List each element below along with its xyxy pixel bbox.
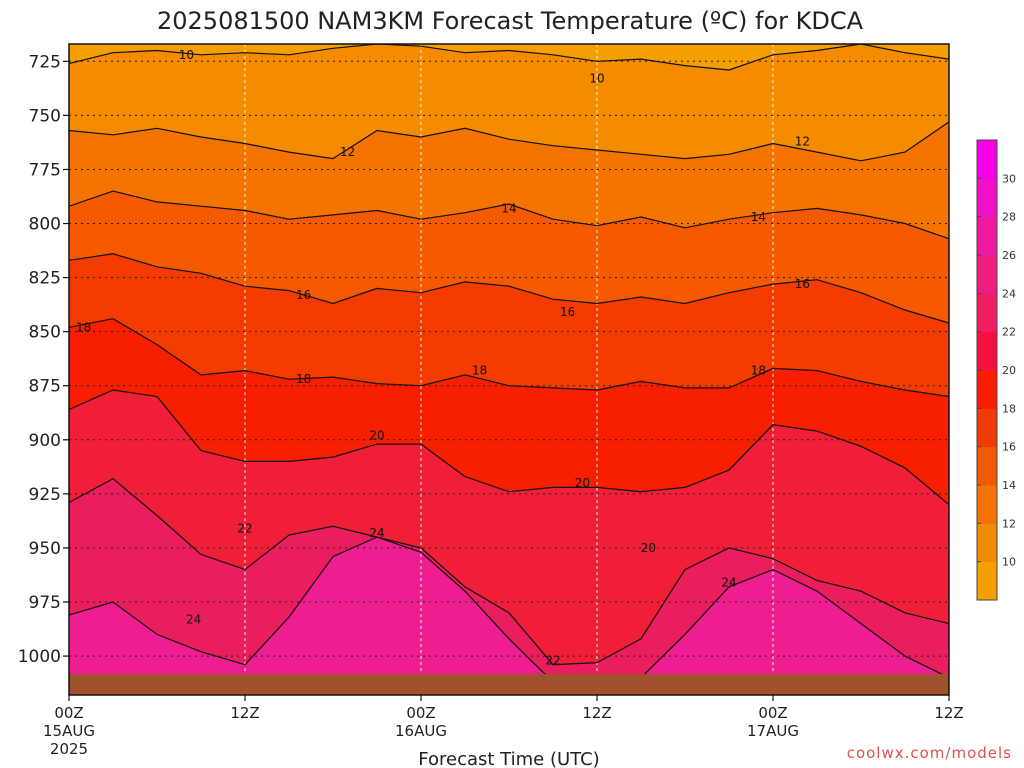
y-tick-label: 850 bbox=[29, 323, 61, 343]
x-tick-date: 15AUG bbox=[43, 722, 95, 740]
y-tick-label: 1000 bbox=[18, 647, 61, 667]
colorbar-label: 22 bbox=[1002, 326, 1016, 339]
colorbar-swatch bbox=[977, 485, 997, 524]
x-tick-label: 12Z bbox=[934, 704, 963, 722]
y-tick-label: 825 bbox=[29, 269, 61, 289]
colorbar-swatch bbox=[977, 216, 997, 256]
isotherm-16 bbox=[69, 253, 949, 324]
credit-text: coolwx.com/models bbox=[847, 744, 1012, 762]
y-tick-label: 900 bbox=[29, 431, 61, 451]
x-axis-label: Forecast Time (UTC) bbox=[418, 749, 599, 768]
y-tick-label: 975 bbox=[29, 593, 61, 613]
contour-label: 18 bbox=[296, 372, 311, 386]
grid-lines bbox=[69, 44, 949, 695]
y-tick-label: 775 bbox=[29, 160, 61, 180]
contour-label: 24 bbox=[369, 526, 384, 540]
plot-frame bbox=[68, 43, 950, 696]
contour-label: 18 bbox=[76, 320, 91, 334]
colorbar-label: 20 bbox=[1002, 364, 1016, 377]
temperature-band bbox=[69, 478, 949, 687]
x-tick-label: 12Z bbox=[230, 704, 259, 722]
isotherm-12 bbox=[69, 121, 949, 162]
contour-label: 16 bbox=[296, 288, 311, 302]
contour-label: 18 bbox=[472, 364, 487, 378]
colorbar-label: 12 bbox=[1002, 517, 1016, 530]
colorbar-swatch bbox=[977, 561, 997, 601]
colorbar-swatch bbox=[977, 331, 997, 371]
contour-label: 20 bbox=[369, 428, 384, 442]
x-tick-label: 12Z bbox=[582, 704, 611, 722]
colorbar-swatch bbox=[977, 178, 997, 218]
x-tick-year: 2025 bbox=[50, 740, 88, 758]
y-tick-label: 925 bbox=[29, 485, 61, 505]
contour-label: 12 bbox=[795, 134, 810, 148]
contour-label: 14 bbox=[501, 201, 516, 215]
temperature-band bbox=[69, 253, 949, 397]
temperature-bands bbox=[69, 44, 949, 695]
contour-label: 16 bbox=[795, 277, 810, 291]
colorbar: 10 12 14 16 18 20 22 24 26 28 30 bbox=[976, 139, 1016, 601]
temperature-band bbox=[69, 390, 949, 665]
colorbar-swatch bbox=[977, 370, 997, 409]
colorbar-swatch bbox=[977, 255, 997, 294]
contour-label: 22 bbox=[545, 653, 560, 667]
isotherm-lines bbox=[69, 44, 949, 687]
y-tick-label: 725 bbox=[29, 52, 61, 72]
temperature-band bbox=[69, 537, 949, 695]
colorbar-label: 18 bbox=[1002, 402, 1016, 415]
contour-label: 20 bbox=[575, 476, 590, 490]
x-tick-date: 16AUG bbox=[395, 722, 447, 740]
ground-surface bbox=[69, 674, 949, 695]
x-tick-label: 00Z bbox=[54, 704, 83, 722]
isotherm-24 bbox=[69, 536, 949, 687]
contour-label: 10 bbox=[179, 48, 194, 62]
y-tick-label: 950 bbox=[29, 539, 61, 559]
contour-label: 14 bbox=[751, 210, 766, 224]
colorbar-label: 30 bbox=[1002, 172, 1016, 185]
contour-label: 18 bbox=[751, 364, 766, 378]
colorbar-label: 24 bbox=[1002, 287, 1016, 300]
temperature-band bbox=[69, 121, 949, 239]
contour-label: 16 bbox=[560, 305, 575, 319]
colorbar-label: 28 bbox=[1002, 211, 1016, 224]
colorbar-swatch bbox=[977, 140, 997, 179]
isotherm-20 bbox=[69, 389, 949, 506]
x-tick-label: 00Z bbox=[758, 704, 787, 722]
contour-label: 20 bbox=[641, 541, 656, 555]
y-tick-label: 875 bbox=[29, 377, 61, 397]
chart-title: 2025081500 NAM3KM Forecast Temperature (… bbox=[157, 7, 864, 35]
contour-label: 12 bbox=[340, 145, 355, 159]
temperature-band bbox=[69, 44, 949, 70]
contour-label: 22 bbox=[237, 521, 252, 535]
isotherm-14 bbox=[69, 190, 949, 240]
x-tick-label: 00Z bbox=[406, 704, 435, 722]
colorbar-swatch bbox=[977, 293, 997, 333]
temperature-band bbox=[69, 44, 949, 161]
colorbar-label: 16 bbox=[1002, 441, 1016, 454]
contour-label: 24 bbox=[186, 612, 201, 626]
y-tick-label: 800 bbox=[29, 215, 61, 235]
colorbar-swatch bbox=[977, 523, 997, 563]
contour-labels: 10 10 12 12 14 14 16 16 16 18 18 18 18 20 20 20 22 22 24 24… bbox=[76, 48, 810, 668]
colorbar-label: 26 bbox=[1002, 249, 1016, 262]
contour-label: 10 bbox=[589, 72, 604, 86]
isotherm-10 bbox=[69, 44, 949, 71]
isotherm-18 bbox=[69, 318, 949, 398]
colorbar-swatch bbox=[977, 446, 997, 486]
y-axis: 725 750 775 800 825 850 875 900 925 950 975 1000 bbox=[18, 52, 69, 667]
x-tick-date: 17AUG bbox=[747, 722, 799, 740]
colorbar-label: 10 bbox=[1002, 556, 1016, 569]
isotherm-22 bbox=[69, 477, 949, 666]
colorbar-label: 14 bbox=[1002, 479, 1016, 492]
colorbar-swatch bbox=[977, 408, 997, 448]
y-tick-label: 750 bbox=[29, 106, 61, 126]
temperature-band bbox=[69, 318, 949, 505]
contour-label: 24 bbox=[721, 576, 736, 590]
